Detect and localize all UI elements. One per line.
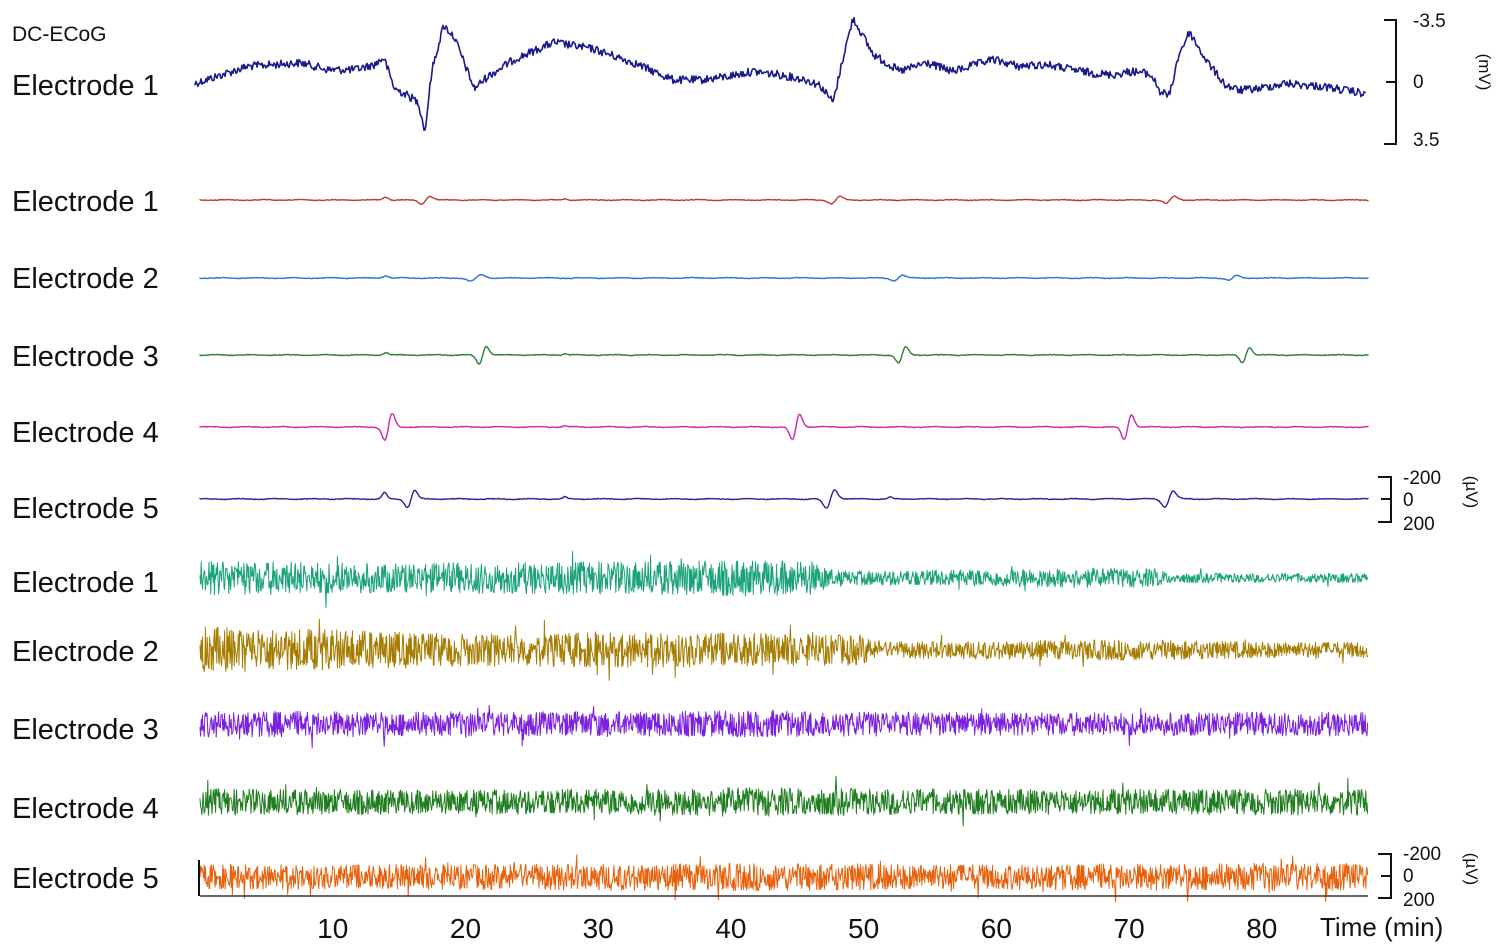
ac-series-label: Electrode 1	[12, 186, 159, 218]
hf-trace-electrode-3	[199, 704, 1369, 749]
hf-trace-electrode-1	[199, 550, 1369, 609]
ac-scale-bar	[1378, 476, 1392, 523]
ac-scale-tick: -200	[1403, 468, 1441, 489]
ac-series-label: Electrode 4	[12, 417, 159, 449]
dc-scale-tick: -3.5	[1413, 11, 1446, 32]
dc-scale-tick: 3.5	[1413, 130, 1439, 151]
ac-trace-electrode-5	[199, 489, 1369, 509]
dc-scale-unit: (mV)	[1475, 54, 1494, 91]
ac-series-label: Electrode 2	[12, 263, 159, 295]
x-tick-label: 20	[450, 913, 481, 944]
x-tick-label: 80	[1246, 913, 1277, 944]
hf-trace-electrode-5	[199, 854, 1369, 903]
ac-series-label: Electrode 3	[12, 341, 159, 373]
hf-trace-electrode-2	[199, 618, 1369, 681]
ac-series-label: Electrode 5	[12, 493, 159, 525]
x-axis-label: Time (min)	[1320, 912, 1443, 942]
dc-trace-electrode-1	[194, 16, 1366, 131]
ac-scale-tick: 200	[1403, 514, 1435, 535]
hf-trace-electrode-4	[199, 775, 1369, 827]
ac-trace-electrode-3	[199, 345, 1369, 365]
ac-scale-tick: 0	[1403, 490, 1414, 511]
x-tick-label: 50	[848, 913, 879, 944]
hf-series-label: Electrode 4	[12, 793, 159, 825]
x-tick-label: 70	[1114, 913, 1145, 944]
hf-scale-tick: -200	[1403, 844, 1441, 865]
x-tick-label: 10	[317, 913, 348, 944]
hf-scale-tick: 0	[1403, 866, 1414, 887]
hf-scale-unit: (µV)	[1462, 853, 1481, 885]
ac-trace-electrode-4	[199, 413, 1369, 441]
hf-series-label: Electrode 3	[12, 714, 159, 746]
dc-scale-tick: 0	[1413, 72, 1424, 93]
dc-scale-bar	[1384, 19, 1397, 145]
ac-trace-electrode-1	[199, 195, 1369, 205]
hf-series-label: Electrode 1	[12, 567, 159, 599]
figure-title: DC-ECoG	[12, 23, 107, 46]
x-tick-label: 40	[715, 913, 746, 944]
ac-trace-electrode-2	[199, 274, 1369, 282]
hf-scale-tick: 200	[1403, 890, 1435, 911]
x-tick-label: 30	[583, 913, 614, 944]
hf-series-label: Electrode 2	[12, 636, 159, 668]
hf-series-label: Electrode 5	[12, 863, 159, 895]
hf-scale-bar	[1378, 853, 1392, 899]
ac-scale-unit: (µV)	[1462, 476, 1481, 508]
x-tick-label: 60	[981, 913, 1012, 944]
dc-series-label: Electrode 1	[12, 70, 159, 102]
